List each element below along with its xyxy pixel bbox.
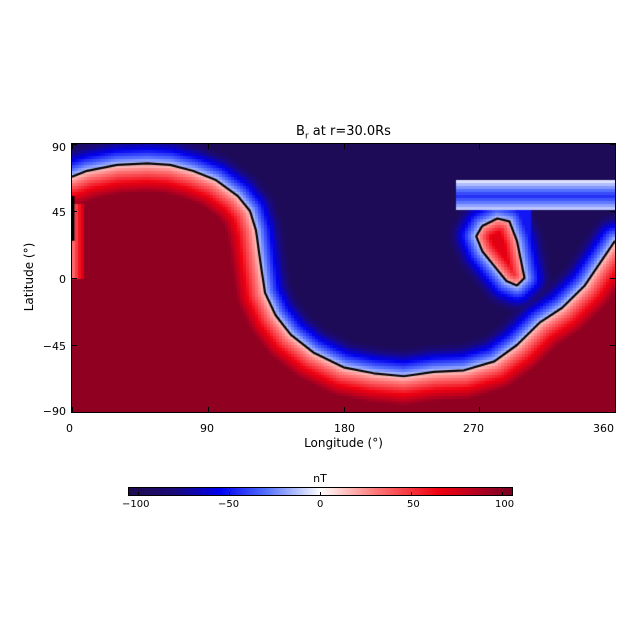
colorbar-gradient	[129, 488, 512, 495]
y-axis-label: Latitude (°)	[22, 242, 36, 312]
y-tick-label-minus45: −45	[42, 340, 66, 353]
y-tick-mark	[72, 278, 77, 279]
colorbar-tick-label-0: 0	[317, 499, 324, 510]
x-tick-label-180: 180	[334, 422, 355, 435]
colorbar-tick-mark	[501, 492, 503, 496]
y-tick-mark	[72, 345, 77, 346]
x-tick-mark	[343, 144, 345, 149]
colorbar-tick-mark	[410, 492, 412, 496]
y-tick-mark	[610, 278, 615, 279]
colorbar-tick-mark	[138, 492, 140, 496]
y-tick-label-45: 45	[52, 206, 66, 219]
x-axis-label: Longitude (°)	[304, 436, 383, 450]
x-tick-label-270: 270	[463, 422, 484, 435]
y-tick-label-minus90: −90	[42, 405, 66, 418]
y-tick-mark	[72, 144, 77, 145]
x-tick-mark	[72, 144, 73, 149]
colorbar-tick-label-minus100: −100	[122, 499, 150, 510]
colorbar-tick-label-50: 50	[407, 499, 420, 510]
x-tick-label-360: 360	[593, 422, 614, 435]
x-tick-mark	[207, 407, 209, 412]
y-tick-label-0: 0	[59, 273, 66, 286]
colorbar-tick-label-minus50: −50	[218, 499, 240, 510]
title-subscript: r	[304, 131, 309, 142]
y-tick-mark	[610, 345, 615, 346]
x-tick-mark	[615, 144, 616, 149]
x-tick-mark	[343, 407, 345, 412]
chart-title: Br at r=30.0Rs	[0, 124, 640, 142]
x-tick-mark	[207, 144, 209, 149]
y-tick-mark	[72, 412, 77, 413]
colorbar-tick-label-100: 100	[495, 499, 515, 510]
y-tick-mark	[610, 211, 615, 212]
colorbar-tick-mark	[229, 492, 231, 496]
title-rest: at r=30.0Rs	[308, 124, 391, 139]
colorbar-label: nT	[313, 472, 327, 485]
x-tick-label-0: 0	[66, 422, 73, 435]
x-tick-label-90: 90	[200, 422, 214, 435]
field-map-heatmap	[72, 144, 615, 412]
y-tick-mark	[610, 412, 615, 413]
x-tick-mark	[72, 407, 73, 412]
x-tick-mark	[479, 144, 481, 149]
colorbar-tick-mark	[320, 492, 321, 496]
y-tick-mark	[610, 144, 615, 145]
y-tick-label-90: 90	[52, 141, 66, 154]
x-tick-mark	[479, 407, 481, 412]
plot-frame	[71, 143, 616, 413]
y-tick-mark	[72, 211, 77, 212]
x-tick-mark	[615, 407, 616, 412]
title-main: B	[296, 124, 305, 139]
